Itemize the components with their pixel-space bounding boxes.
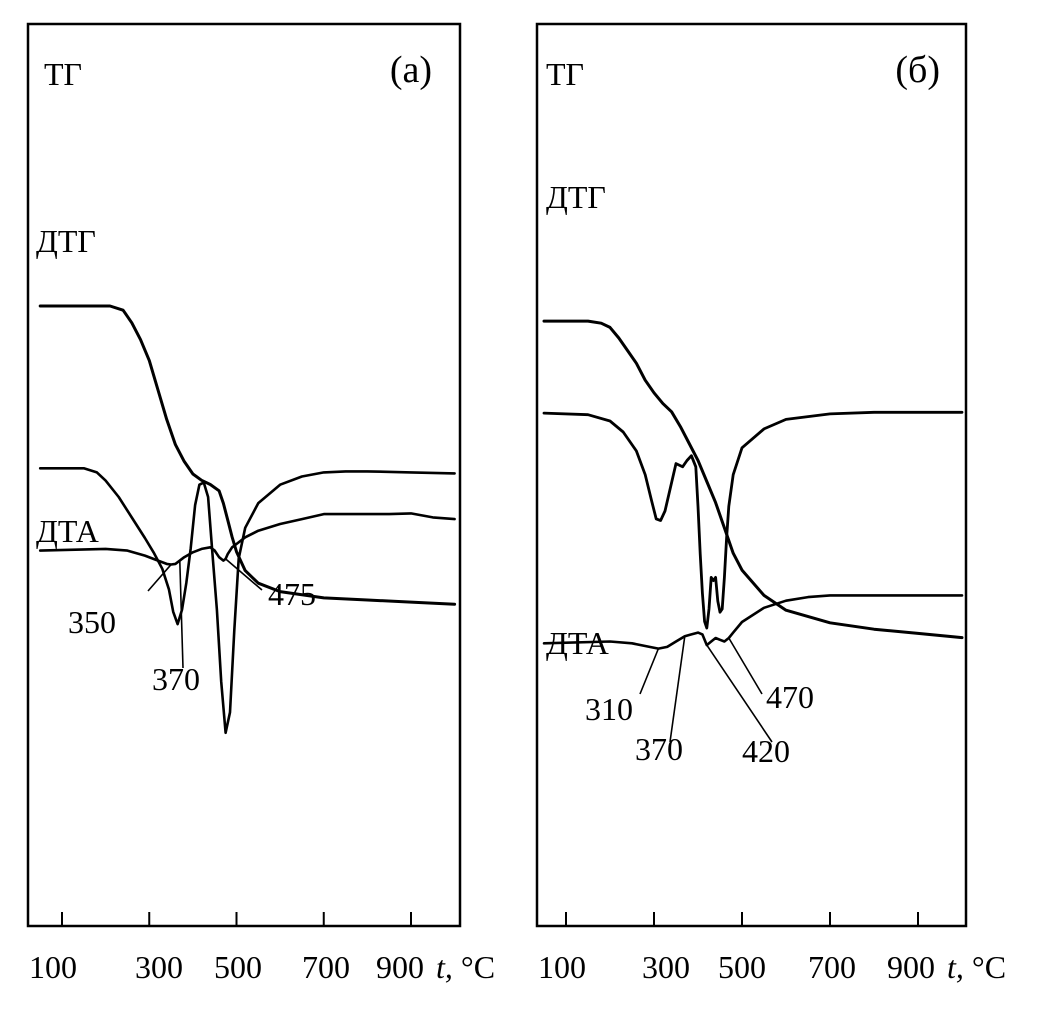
annotation-label: 350 xyxy=(68,604,116,640)
annotation-leader xyxy=(225,558,263,591)
annotation-label: 370 xyxy=(152,661,200,697)
x-tick-label: 100 xyxy=(29,949,77,985)
annotation-leader xyxy=(147,564,172,592)
x-tick-label: 700 xyxy=(302,949,350,985)
x-tick-label: 900 xyxy=(887,949,935,985)
annotation-leader xyxy=(639,648,660,695)
annotation-leader xyxy=(706,644,773,743)
x-tick-label: 500 xyxy=(718,949,766,985)
series-line-ДТГ xyxy=(542,410,964,630)
annotation-leader xyxy=(178,560,184,669)
series-label: ДТГ xyxy=(546,179,606,215)
x-tick-label: 300 xyxy=(642,949,690,985)
series-line-ТГ xyxy=(542,319,964,640)
panel-label: (a) xyxy=(390,49,432,91)
annotation-label: 370 xyxy=(635,731,683,767)
panel-label: (б) xyxy=(895,49,940,91)
annotation-leader xyxy=(728,637,763,695)
annotation-label: 310 xyxy=(585,691,633,727)
annotation-leader xyxy=(669,636,686,743)
annotation-label: 420 xyxy=(742,733,790,769)
annotation-label: 475 xyxy=(268,576,316,612)
plot-frame xyxy=(535,22,968,928)
series-label: ДТГ xyxy=(36,223,96,259)
series-line-ДТГ xyxy=(38,466,456,735)
x-axis-label: t, °C xyxy=(947,949,1006,985)
x-tick-label: 500 xyxy=(214,949,262,985)
annotation-label: 470 xyxy=(766,679,814,715)
series-label: ДТА xyxy=(36,513,99,549)
series-label: ТГ xyxy=(546,56,584,92)
series-line-ДТА xyxy=(38,512,456,566)
series-label: ДТА xyxy=(546,625,609,661)
x-axis-label: t, °C xyxy=(436,949,495,985)
series-line-ТГ xyxy=(38,304,457,606)
x-tick-label: 900 xyxy=(376,949,424,985)
x-tick-label: 700 xyxy=(808,949,856,985)
plot-frame xyxy=(26,22,462,928)
series-line-ДТА xyxy=(542,594,964,650)
chart-panel-1: 100 300 500 700 900 t, °C (a) ТГ ДТГ ДТА 350 370 475 xyxy=(26,22,495,985)
x-tick-label: 100 xyxy=(538,949,586,985)
series-label: ТГ xyxy=(44,56,82,92)
x-tick-label: 300 xyxy=(135,949,183,985)
